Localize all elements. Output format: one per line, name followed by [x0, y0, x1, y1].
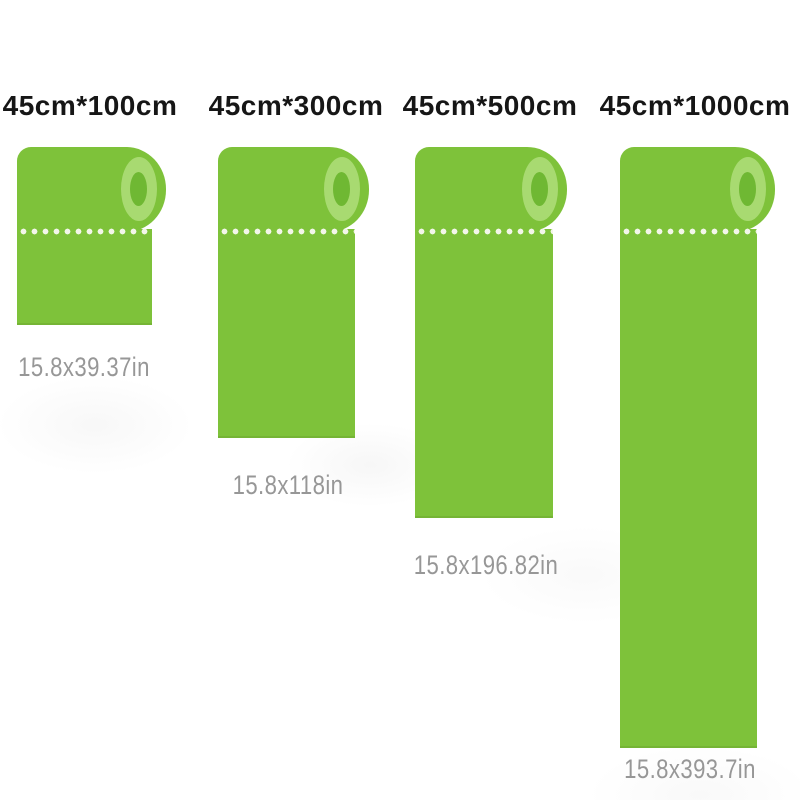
perforation-line: [218, 228, 355, 235]
size-label-inches: 15.8x118in: [232, 470, 344, 500]
roll-core-hole-icon: [333, 172, 350, 206]
roll-sheet: [415, 229, 553, 518]
roll-core-ring: [730, 157, 766, 221]
roll-cylinder: [415, 147, 567, 232]
size-label-inches: 15.8x39.37in: [18, 352, 150, 382]
size-label-inches: 15.8x196.82in: [413, 550, 559, 580]
roll-cylinder: [218, 147, 369, 232]
roll-core-hole-icon: [130, 172, 147, 206]
perforation-line: [620, 228, 757, 235]
perforation-line: [17, 228, 152, 235]
perforation-line: [415, 228, 553, 235]
roll-cylinder: [17, 147, 166, 232]
size-title-cm: 45cm*100cm: [2, 90, 178, 121]
roll-core-hole-icon: [739, 172, 756, 206]
roll-core-ring: [121, 157, 157, 221]
roll-core-ring: [324, 157, 360, 221]
size-title-cm: 45cm*300cm: [208, 90, 384, 121]
size-title-cm: 45cm*1000cm: [599, 90, 791, 121]
roll-cylinder: [620, 147, 775, 232]
size-label-inches: 15.8x393.7in: [624, 754, 756, 784]
roll-core-ring: [522, 157, 558, 221]
roll-core-hole-icon: [531, 172, 548, 206]
roll-sheet: [17, 229, 152, 325]
roll-sheet: [620, 229, 757, 748]
roll-sheet: [218, 229, 355, 438]
size-title-cm: 45cm*500cm: [402, 90, 578, 121]
